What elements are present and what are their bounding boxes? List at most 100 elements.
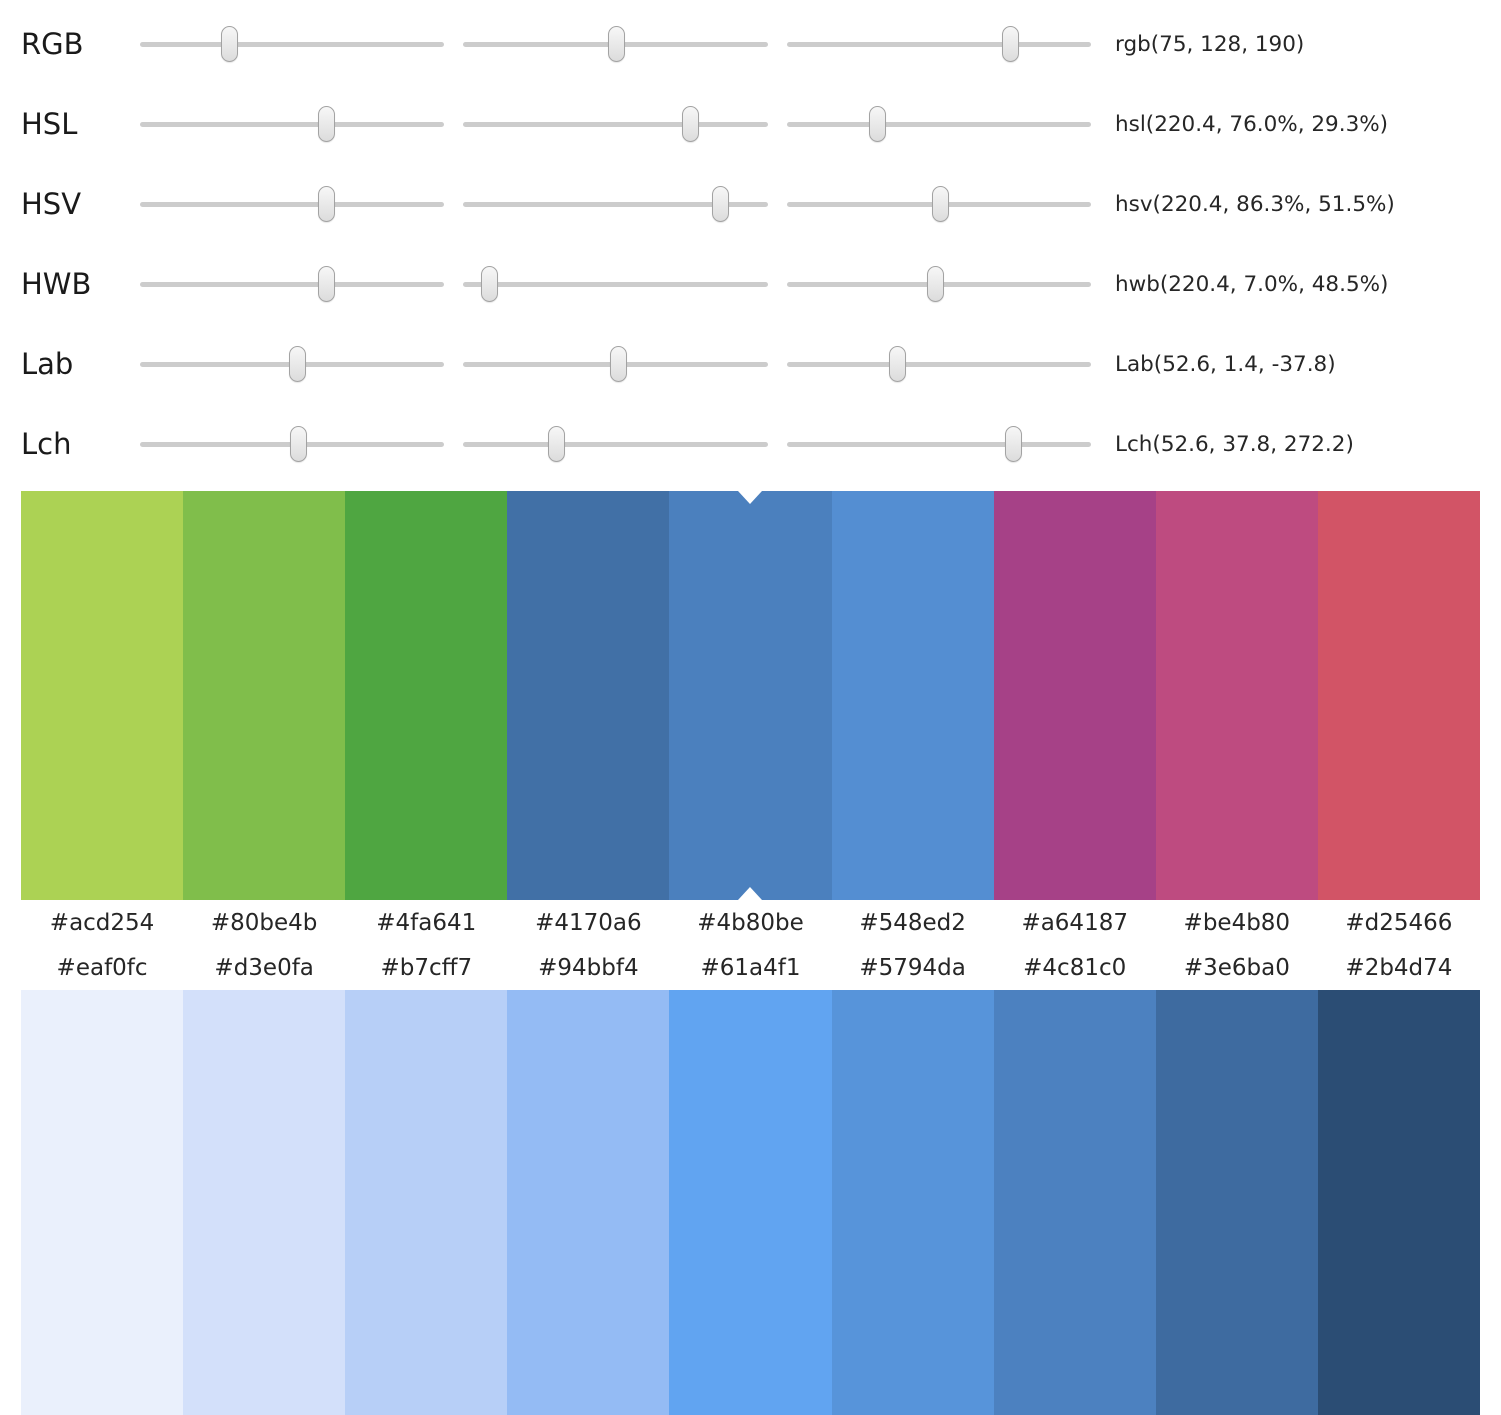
- palette-swatch[interactable]: [345, 990, 508, 1415]
- palette-swatch[interactable]: [669, 990, 832, 1415]
- color-value-text: Lab(52.6, 1.4, -37.8): [1115, 351, 1336, 377]
- slider-track-group: [140, 25, 1092, 63]
- slider-thumb[interactable]: [289, 346, 307, 382]
- main-palette: #acd254 #80be4b #4fa641 #4170a6 #4b80be #548e…: [0, 491, 1501, 945]
- palette-swatch[interactable]: [21, 491, 184, 900]
- palette-swatch[interactable]: [183, 990, 346, 1415]
- slider-track[interactable]: [140, 265, 445, 303]
- slider-thumb[interactable]: [931, 186, 949, 222]
- hex-label: #548ed2: [859, 909, 966, 936]
- colorspace-label: Lch: [21, 427, 72, 461]
- slider-track[interactable]: [786, 105, 1092, 143]
- hex-label: #4fa641: [376, 909, 477, 936]
- colorspace-label: HSV: [21, 187, 82, 221]
- hex-label: #be4b80: [1183, 909, 1291, 936]
- slider-track-group: [140, 345, 1092, 383]
- palette-swatch[interactable]: [183, 491, 346, 900]
- palette-swatch[interactable]: [345, 491, 508, 900]
- selected-swatch-notch-top: [738, 491, 763, 504]
- slider-thumb[interactable]: [317, 266, 335, 302]
- tint-shade-swatches: [21, 990, 1480, 1415]
- slider-row-hsl: HSL hsl(220.4, 76.0%, 29.3%): [0, 84, 1501, 164]
- slider-thumb[interactable]: [1001, 26, 1019, 62]
- slider-row-rgb: RGB rgb(75, 128, 190): [0, 4, 1501, 84]
- slider-thumb[interactable]: [607, 26, 625, 62]
- palette-swatch[interactable]: [1155, 491, 1318, 900]
- slider-track-group: [140, 185, 1092, 223]
- hex-label: #acd254: [49, 909, 155, 936]
- hex-label: #94bbf4: [538, 954, 639, 981]
- palette-swatch[interactable]: [1317, 990, 1480, 1415]
- palette-swatch[interactable]: [993, 990, 1156, 1415]
- colorspace-label: HWB: [21, 267, 92, 301]
- slider-row-lch: Lch Lch(52.6, 37.8, 272.2): [0, 404, 1501, 484]
- slider-thumb[interactable]: [317, 106, 335, 142]
- slider-track[interactable]: [463, 265, 768, 303]
- slider-track[interactable]: [786, 265, 1092, 303]
- colorspace-label: HSL: [21, 107, 78, 141]
- palette-swatch[interactable]: [21, 990, 184, 1415]
- palette-swatch[interactable]: [507, 491, 670, 900]
- colorspace-label: RGB: [21, 27, 84, 61]
- main-palette-hex-labels: #acd254 #80be4b #4fa641 #4170a6 #4b80be #548e…: [21, 900, 1480, 945]
- color-value-text: Lch(52.6, 37.8, 272.2): [1115, 431, 1354, 457]
- palette-swatch[interactable]: [831, 990, 994, 1415]
- slider-thumb[interactable]: [1004, 426, 1022, 462]
- palette-swatch[interactable]: [993, 491, 1156, 900]
- slider-track-group: [140, 425, 1092, 463]
- slider-track[interactable]: [786, 345, 1092, 383]
- hex-label: #4170a6: [535, 909, 642, 936]
- color-value-text: rgb(75, 128, 190): [1115, 31, 1305, 57]
- hex-label: #61a4f1: [700, 954, 801, 981]
- tint-shade-hex-labels: #eaf0fc #d3e0fa #b7cff7 #94bbf4 #61a4f1 #5794…: [21, 945, 1480, 990]
- slider-row-hwb: HWB hwb(220.4, 7.0%, 48.5%): [0, 244, 1501, 324]
- slider-track-group: [140, 265, 1092, 303]
- slider-thumb[interactable]: [220, 26, 238, 62]
- hex-label: #b7cff7: [380, 954, 473, 981]
- slider-track[interactable]: [786, 25, 1092, 63]
- slider-track[interactable]: [463, 185, 768, 223]
- slider-thumb[interactable]: [480, 266, 498, 302]
- slider-thumb[interactable]: [610, 346, 628, 382]
- palette-swatch[interactable]: [831, 491, 994, 900]
- colorspace-label: Lab: [21, 347, 74, 381]
- slider-thumb[interactable]: [681, 106, 699, 142]
- slider-track[interactable]: [140, 425, 445, 463]
- colorspace-slider-section: RGB rgb(75, 128, 190) HSL hsl(220.4, 76.0%,…: [0, 0, 1501, 484]
- slider-row-hsv: HSV hsv(220.4, 86.3%, 51.5%): [0, 164, 1501, 244]
- slider-track[interactable]: [786, 425, 1092, 463]
- slider-track[interactable]: [140, 185, 445, 223]
- slider-thumb[interactable]: [711, 186, 729, 222]
- color-value-text: hwb(220.4, 7.0%, 48.5%): [1115, 271, 1389, 297]
- hex-label: #d3e0fa: [214, 954, 314, 981]
- main-palette-swatches: [21, 491, 1480, 900]
- hex-label: #4c81c0: [1023, 954, 1127, 981]
- slider-track[interactable]: [786, 185, 1092, 223]
- hex-label: #a64187: [1021, 909, 1128, 936]
- palette-swatch[interactable]: [1317, 491, 1480, 900]
- slider-thumb[interactable]: [317, 186, 335, 222]
- hex-label: #d25466: [1345, 909, 1453, 936]
- slider-track[interactable]: [140, 345, 445, 383]
- slider-track[interactable]: [463, 105, 768, 143]
- hex-label: #eaf0fc: [56, 954, 148, 981]
- slider-track[interactable]: [140, 25, 445, 63]
- slider-thumb[interactable]: [926, 266, 944, 302]
- slider-thumb[interactable]: [888, 346, 906, 382]
- slider-thumb[interactable]: [290, 426, 308, 462]
- slider-track[interactable]: [140, 105, 445, 143]
- color-value-text: hsl(220.4, 76.0%, 29.3%): [1115, 111, 1389, 137]
- palette-swatch[interactable]: [507, 990, 670, 1415]
- slider-track[interactable]: [463, 25, 768, 63]
- color-value-text: hsv(220.4, 86.3%, 51.5%): [1115, 191, 1395, 217]
- slider-thumb[interactable]: [547, 426, 565, 462]
- hex-label: #4b80be: [697, 909, 804, 936]
- palette-swatch[interactable]: [1155, 990, 1318, 1415]
- slider-thumb[interactable]: [868, 106, 886, 142]
- slider-track[interactable]: [463, 425, 768, 463]
- slider-track[interactable]: [463, 345, 768, 383]
- palette-swatch[interactable]: [669, 491, 832, 900]
- hex-label: #2b4d74: [1345, 954, 1453, 981]
- slider-row-lab: Lab Lab(52.6, 1.4, -37.8): [0, 324, 1501, 404]
